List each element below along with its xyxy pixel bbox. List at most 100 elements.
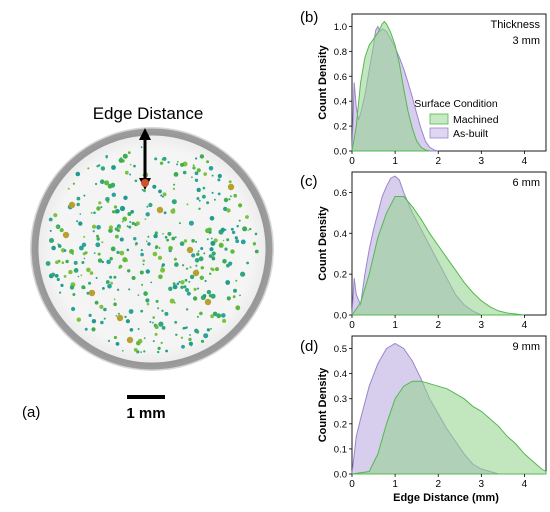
pore (122, 350, 124, 352)
pore (75, 171, 81, 177)
pore (180, 280, 185, 285)
pore (165, 349, 169, 353)
specimen-disk (35, 132, 269, 366)
pore (196, 315, 199, 318)
pore (191, 239, 195, 243)
pore (175, 333, 178, 336)
pore (195, 264, 198, 267)
pore (223, 197, 229, 203)
y-tick-label: 0.2 (334, 122, 347, 133)
pore (160, 194, 163, 197)
x-tick-label: 3 (479, 479, 485, 490)
pore (88, 313, 92, 317)
pore (145, 240, 148, 243)
pore (143, 350, 146, 353)
pore (97, 258, 103, 263)
large-pore (68, 201, 76, 209)
pore (209, 216, 215, 221)
pore (180, 285, 184, 289)
pore (127, 269, 131, 273)
pore (124, 315, 127, 319)
pore (155, 299, 159, 303)
pore (198, 256, 204, 262)
pore (254, 232, 258, 236)
pore (143, 291, 148, 296)
pore (189, 274, 195, 280)
pore (145, 298, 150, 303)
pore (162, 192, 167, 197)
pore (153, 233, 158, 239)
pore (61, 261, 65, 265)
pore (194, 171, 199, 176)
pore (163, 211, 167, 215)
pore (185, 288, 189, 292)
pore (235, 305, 241, 311)
pore (235, 279, 238, 282)
pore (101, 260, 105, 264)
pore (150, 281, 153, 284)
pore (67, 187, 70, 190)
pore (92, 224, 97, 229)
pore (81, 261, 85, 264)
pore (172, 282, 176, 285)
pore (188, 337, 192, 342)
pore (53, 213, 58, 218)
pore (143, 337, 146, 339)
x-tick-label: 2 (435, 156, 441, 167)
pore (111, 165, 116, 170)
pore (97, 252, 101, 256)
pore (51, 245, 56, 251)
pore (71, 306, 76, 312)
pore (83, 194, 86, 197)
pore (103, 307, 107, 312)
pore (142, 259, 145, 263)
area-machined (351, 196, 525, 316)
pore (115, 314, 118, 317)
pore (239, 294, 241, 297)
pore (99, 179, 105, 184)
pore (83, 235, 86, 238)
pore (174, 320, 178, 324)
pore (122, 216, 128, 222)
pore (90, 211, 93, 214)
pore (89, 271, 94, 275)
pore (154, 325, 159, 329)
pore (96, 165, 99, 168)
pore (218, 242, 224, 248)
pore (103, 317, 106, 320)
pore (113, 205, 118, 209)
pore (119, 250, 125, 256)
pore (157, 307, 160, 310)
pore (185, 308, 189, 311)
pore (233, 193, 237, 198)
pore (73, 268, 79, 273)
pore (58, 244, 61, 247)
pore (236, 225, 239, 228)
pore (86, 267, 91, 273)
pore (137, 294, 140, 296)
pore (200, 266, 204, 270)
y-tick-label: 0.5 (334, 344, 347, 355)
pore (173, 183, 176, 186)
pore (225, 280, 231, 285)
pore (238, 203, 243, 208)
pore (164, 236, 168, 239)
pore (168, 286, 173, 291)
pore (54, 274, 59, 278)
pore (157, 255, 163, 260)
pore (99, 304, 104, 309)
pore (115, 209, 120, 214)
y-tick-label: 0.2 (334, 270, 347, 281)
area-machined (351, 380, 547, 475)
pore (158, 274, 163, 280)
pore (178, 222, 181, 225)
scale-bar-label: 1 mm (126, 405, 165, 422)
pore (146, 205, 149, 208)
pore (206, 201, 210, 205)
pore (140, 146, 143, 149)
y-tick-label: 0.6 (334, 72, 347, 83)
pore (199, 154, 205, 159)
pore (129, 163, 132, 166)
pore (136, 350, 140, 354)
pore (211, 251, 216, 256)
